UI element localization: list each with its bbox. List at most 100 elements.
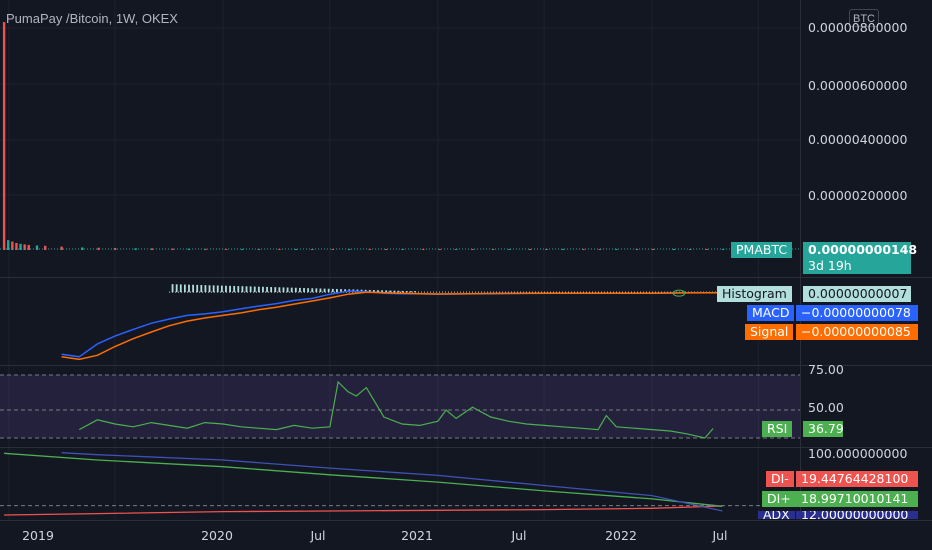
candle — [331, 249, 334, 250]
histogram-bar — [179, 284, 182, 293]
histogram-value: 0.00000000007 — [803, 286, 911, 302]
dmi-tick-label: 100.000000000 — [808, 446, 908, 461]
time-axis-label: Jul — [511, 528, 527, 543]
candle — [672, 249, 676, 250]
candle — [528, 249, 532, 250]
price-tick-label: 0.00000400000 — [808, 132, 908, 147]
candle — [721, 249, 725, 250]
candle — [561, 249, 565, 250]
di-minus-label: DI- — [766, 471, 794, 487]
histogram-bar — [303, 288, 305, 293]
histogram-bar — [262, 286, 264, 293]
histogram-bar — [377, 290, 379, 293]
histogram-bar — [414, 291, 416, 293]
time-axis-label: 2022 — [605, 528, 637, 543]
time-axis-label: 2021 — [401, 528, 433, 543]
histogram-bar — [282, 287, 285, 293]
candle — [545, 249, 548, 250]
rsi-tick-label: 75.00 — [808, 362, 844, 377]
symbol-badge: PMABTC — [731, 242, 793, 258]
histogram-bar — [368, 289, 371, 293]
candle — [421, 249, 425, 250]
histogram-bar — [183, 284, 186, 293]
rsi-tick-label: 50.00 — [808, 400, 844, 415]
macd-value: −0.00000000078 — [796, 305, 918, 321]
candle — [43, 245, 47, 250]
histogram-bar — [229, 285, 231, 293]
adx-value: 12.00000000000 — [796, 511, 918, 519]
histogram-bar — [200, 285, 203, 293]
histogram-bar — [266, 286, 268, 293]
histogram-bar — [385, 290, 388, 293]
di-plus-line — [4, 452, 723, 507]
time-axis-label: 2019 — [22, 528, 54, 543]
candle — [2, 22, 6, 251]
signal-line — [61, 291, 723, 361]
candle — [7, 240, 10, 250]
histogram-bar — [372, 290, 375, 293]
last-price-badge: 0.00000000148 — [803, 242, 917, 258]
candle — [241, 249, 244, 250]
histogram-bar — [393, 290, 396, 293]
candle — [278, 249, 281, 250]
histogram-bar — [225, 285, 227, 293]
histogram-bar — [397, 290, 400, 293]
histogram-bar — [299, 287, 301, 293]
candle — [491, 249, 495, 250]
histogram-bar — [327, 288, 330, 293]
price-tick-label: 0.00000800000 — [808, 20, 908, 35]
histogram-bar — [245, 286, 248, 293]
macd-line — [61, 290, 723, 358]
signal-value: −0.00000000085 — [796, 324, 918, 340]
histogram-bar — [237, 286, 240, 293]
candle — [348, 249, 351, 250]
histogram-bar — [290, 287, 293, 293]
candle — [257, 249, 261, 250]
histogram-bar — [331, 288, 334, 293]
candle — [187, 248, 191, 250]
histogram-bar — [344, 289, 347, 293]
time-axis-label: Jul — [310, 528, 326, 543]
candle — [705, 249, 708, 250]
candle — [224, 249, 228, 250]
histogram-bar — [409, 291, 412, 293]
signal-label: Signal — [745, 324, 794, 340]
adx-line — [61, 452, 723, 512]
candle — [171, 248, 174, 250]
countdown-badge: 3d 19h — [803, 258, 911, 274]
candle — [27, 244, 30, 250]
candle — [454, 249, 458, 250]
candle — [471, 249, 474, 250]
histogram-bar — [315, 288, 318, 293]
di-plus-value: 18.99710010141 — [796, 491, 918, 507]
histogram-bar — [192, 284, 195, 293]
di-minus-value: 19.44764428100 — [796, 471, 918, 487]
candle — [438, 249, 441, 250]
histogram-marker — [672, 289, 686, 297]
candle — [60, 246, 63, 250]
histogram-bar — [220, 285, 223, 293]
histogram-bar — [307, 288, 310, 293]
currency-button[interactable]: BTC — [849, 9, 879, 27]
histogram-bar — [171, 284, 174, 293]
candle — [368, 249, 371, 250]
candle — [311, 249, 314, 250]
histogram-bar — [204, 285, 207, 293]
histogram-bar — [340, 289, 342, 293]
histogram-bar — [216, 285, 219, 293]
candle — [204, 248, 207, 250]
histogram-bar — [274, 287, 277, 293]
histogram-bar — [175, 284, 178, 293]
rsi-band — [0, 375, 800, 438]
histogram-bar — [294, 287, 297, 293]
candle — [23, 244, 26, 250]
candle — [652, 249, 655, 250]
histogram-bar — [212, 285, 215, 293]
histogram-bar — [270, 287, 273, 293]
rsi-value: 36.79 — [803, 421, 844, 437]
histogram-bar — [319, 288, 322, 293]
time-axis-label: Jul — [712, 528, 728, 543]
chart-title: PumaPay /Bitcoin, 1W, OKEX — [6, 11, 178, 26]
